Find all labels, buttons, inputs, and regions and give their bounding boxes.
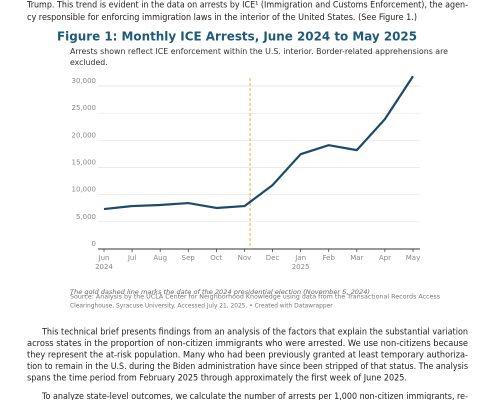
figure-subtitle: Arrests shown reflect ICE enforcement wi…	[70, 47, 448, 56]
source-line: Source: Analysis by the UCLA Center for …	[70, 295, 440, 301]
x-year-label: 2025	[292, 263, 310, 271]
intro-line: cy responsible for enforcing immigration…	[27, 13, 417, 23]
y-tick-label: 5,000	[76, 213, 96, 221]
source-line: Clearinghouse, Syracuse University. Acce…	[70, 304, 333, 310]
x-year-label: 2024	[95, 263, 113, 271]
body-line: This technical brief presents findings f…	[41, 328, 468, 338]
body-line: across states in the proportion of non-c…	[27, 339, 468, 349]
x-tick-label: Jan	[294, 254, 306, 262]
x-tick-label: Oct	[210, 254, 222, 262]
body-line: tion to remain in the U.S. during the Bi…	[27, 362, 468, 372]
y-tick-label: 25,000	[72, 104, 97, 112]
y-tick-label: 20,000	[72, 131, 97, 139]
x-tick-label: Apr	[379, 254, 391, 262]
y-tick-label: 15,000	[72, 159, 97, 167]
data-line	[103, 75, 414, 211]
x-tick-label: Dec	[266, 254, 280, 262]
body-line: To analyze state-level outcomes, we calc…	[41, 392, 468, 400]
x-tick-label: May	[406, 254, 420, 262]
body-line: they represent the at-risk population. M…	[27, 351, 468, 361]
x-tick-label: Mar	[350, 254, 363, 262]
chart-note: The gold dashed line marks the date of t…	[70, 288, 370, 296]
x-tick-label: Aug	[153, 254, 167, 262]
intro-line: Trump. This trend is evident in the data…	[26, 1, 468, 11]
figure-subtitle: excluded.	[70, 58, 108, 67]
body-line: spans the time period from February 2025…	[27, 374, 407, 384]
x-tick-label: Jul	[127, 254, 137, 262]
y-tick-label: 0	[92, 240, 96, 248]
figure-title: Figure 1: Monthly ICE Arrests, June 2024…	[57, 30, 417, 44]
y-tick-label: 30,000	[72, 77, 97, 85]
y-tick-label: 10,000	[72, 186, 97, 194]
x-tick-label: Nov	[238, 254, 252, 262]
x-tick-label: Sep	[182, 254, 196, 262]
x-tick-label: Feb	[323, 254, 336, 262]
x-tick-label: Jun	[98, 254, 110, 262]
